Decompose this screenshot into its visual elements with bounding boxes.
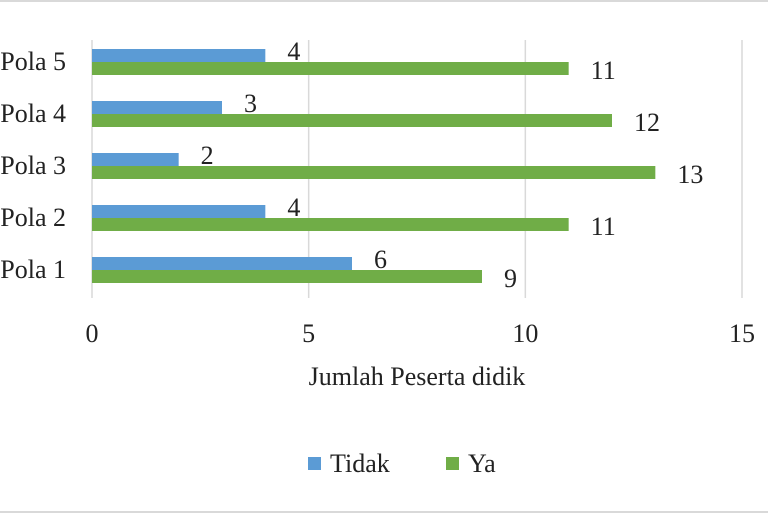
data-label: 3 (244, 89, 257, 118)
data-label: 13 (677, 160, 703, 189)
data-label: 2 (201, 141, 214, 170)
bar-ya (92, 166, 656, 179)
x-tick-label: 10 (512, 319, 538, 348)
data-label: 4 (287, 193, 300, 222)
bar-ya (92, 114, 612, 127)
x-tick-label: 5 (302, 319, 315, 348)
bar-tidak (92, 205, 266, 218)
category-label: Pola 1 (0, 255, 66, 284)
category-label: Pola 4 (0, 99, 66, 128)
bar-tidak (92, 257, 352, 270)
bar-ya (92, 62, 569, 75)
x-axis-title: Jumlah Peserta didik (309, 362, 526, 391)
data-label: 6 (374, 245, 387, 274)
category-labels: Pola 1 Pola 2 Pola 3 Pola 4 Pola 5 (0, 47, 66, 284)
category-label: Pola 3 (0, 151, 66, 180)
category-label: Pola 2 (0, 203, 66, 232)
legend-label-ya: Ya (468, 449, 496, 478)
bar-tidak (92, 49, 266, 62)
legend-swatch-ya (446, 457, 459, 470)
data-labels: 6 9 4 11 2 13 3 12 4 11 (201, 37, 704, 293)
data-label: 11 (591, 212, 616, 241)
category-label: Pola 5 (0, 47, 66, 76)
legend: Tidak Ya (308, 449, 496, 478)
data-label: 12 (634, 108, 660, 137)
legend-label-tidak: Tidak (330, 449, 390, 478)
bar-ya (92, 218, 569, 231)
bars (92, 49, 656, 283)
bar-tidak (92, 153, 179, 166)
data-label: 4 (287, 37, 300, 66)
bar-tidak (92, 101, 222, 114)
bar-ya (92, 270, 482, 283)
x-tick-label: 0 (86, 319, 99, 348)
legend-swatch-tidak (308, 457, 321, 470)
x-tick-labels: 0 5 10 15 (86, 319, 756, 348)
x-tick-label: 15 (729, 319, 755, 348)
data-label: 9 (504, 264, 517, 293)
data-label: 11 (591, 56, 616, 85)
